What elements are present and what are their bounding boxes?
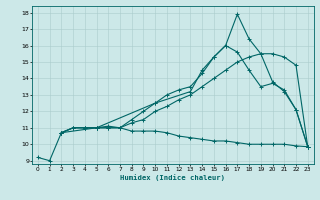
X-axis label: Humidex (Indice chaleur): Humidex (Indice chaleur) xyxy=(120,174,225,181)
